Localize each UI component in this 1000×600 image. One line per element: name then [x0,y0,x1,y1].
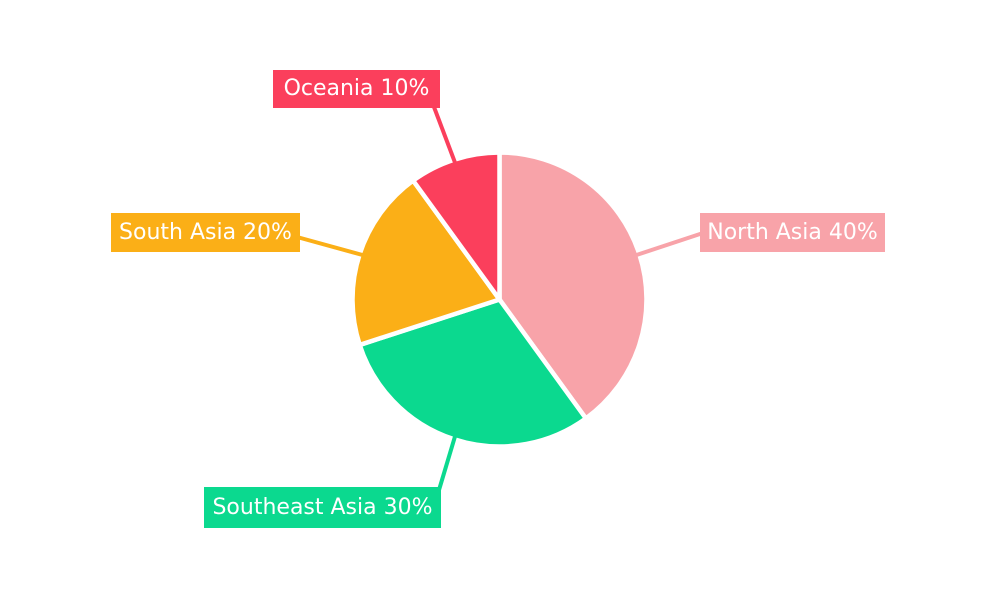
leader-line-oceania [432,106,457,164]
pie-label-southeast-asia[interactable]: Southeast Asia 30% [204,487,441,528]
leader-line-south-asia [296,235,364,257]
pie-label-oceania[interactable]: Oceania 10% [273,70,440,108]
pie-label-south-asia[interactable]: South Asia 20% [111,213,300,252]
pie-label-north-asia[interactable]: North Asia 40% [700,213,885,252]
leader-line-north-asia [635,231,704,257]
leader-line-southeast-asia [437,435,457,491]
